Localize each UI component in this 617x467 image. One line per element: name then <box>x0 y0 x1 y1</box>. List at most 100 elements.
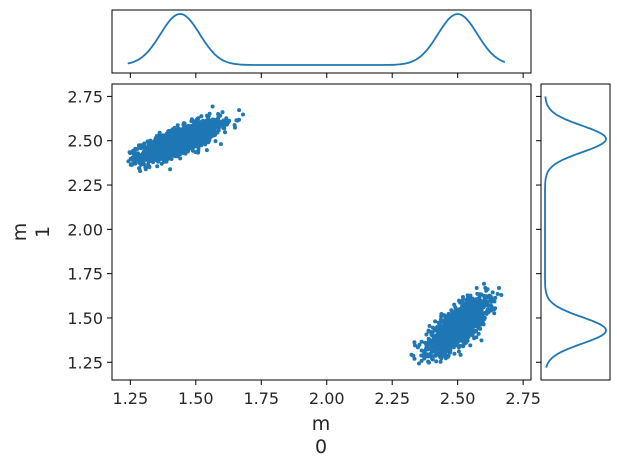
scatter-point <box>461 343 466 348</box>
scatter-point <box>438 359 443 364</box>
scatter-point <box>466 296 470 300</box>
scatter-point <box>146 157 151 161</box>
scatter-point <box>458 352 463 357</box>
scatter-point <box>188 144 193 149</box>
scatter-point <box>435 325 440 329</box>
scatter-point <box>463 326 468 331</box>
top-marginal-ticks <box>129 73 524 78</box>
scatter-point <box>213 139 218 144</box>
scatter-point <box>191 125 196 130</box>
scatter-point <box>169 157 174 161</box>
scatter-point <box>194 136 199 141</box>
y-tick-label: 1.50 <box>67 309 103 328</box>
scatter-point <box>154 158 159 163</box>
scatter-point <box>465 331 470 336</box>
scatter-point <box>458 300 463 305</box>
scatter-point <box>465 309 469 314</box>
scatter-point <box>453 341 458 346</box>
scatter-point <box>138 154 143 159</box>
scatter-point <box>419 339 424 344</box>
scatter-point <box>216 118 221 123</box>
scatter-point <box>148 144 153 149</box>
scatter-point <box>150 156 155 161</box>
x-axis-label: m 0 <box>312 413 331 458</box>
scatter-point <box>434 359 439 364</box>
scatter-point <box>200 136 205 141</box>
scatter-point <box>468 293 473 298</box>
scatter-point <box>433 319 438 324</box>
scatter-point <box>162 159 167 164</box>
scatter-point <box>169 150 174 155</box>
scatter-point <box>446 316 451 321</box>
scatter-point <box>189 119 194 124</box>
scatter-point <box>441 330 446 335</box>
scatter-point <box>436 352 441 357</box>
scatter-point <box>470 330 475 335</box>
scatter-point <box>427 324 432 328</box>
scatter-point <box>428 330 433 334</box>
scatter-point <box>441 346 446 351</box>
scatter-point <box>178 156 183 161</box>
scatter-point <box>412 356 417 361</box>
scatter-point <box>423 340 428 345</box>
scatter-point <box>497 286 501 290</box>
scatter-point <box>206 130 211 135</box>
scatter-point <box>189 136 194 141</box>
scatter-point <box>467 315 472 320</box>
scatter-point <box>462 301 466 306</box>
main-plot-frame <box>111 83 532 381</box>
scatter-point <box>143 167 148 172</box>
scatter-point <box>472 309 477 314</box>
scatter-point <box>142 157 147 162</box>
y-tick-label: 1.25 <box>67 353 103 372</box>
scatter-point <box>213 132 218 137</box>
scatter-point <box>202 128 207 133</box>
scatter-point <box>202 123 207 128</box>
scatter-point <box>177 134 182 139</box>
scatter-point <box>137 143 142 148</box>
marginal-density-x-curve <box>127 13 506 66</box>
scatter-point <box>433 336 438 341</box>
scatter-point <box>482 281 486 286</box>
scatter-point <box>155 164 160 169</box>
y-axis-label-line1: m <box>9 223 31 242</box>
scatter-point <box>133 158 138 163</box>
scatter-point <box>475 323 480 328</box>
scatter-point <box>196 116 201 121</box>
scatter-point <box>218 142 223 147</box>
scatter-point <box>153 137 158 142</box>
scatter-point <box>476 331 481 336</box>
scatter-point <box>477 308 482 313</box>
scatter-point <box>472 336 477 341</box>
scatter-point <box>144 150 149 154</box>
scatter-point <box>139 162 144 167</box>
scatter-point <box>193 142 198 146</box>
scatter-point <box>487 307 492 312</box>
scatter-point <box>424 332 429 337</box>
scatter-point <box>164 146 169 151</box>
scatter-point <box>499 293 504 297</box>
scatter-point <box>199 114 204 119</box>
scatter-point <box>463 320 468 325</box>
scatter-point <box>451 311 456 316</box>
scatter-point <box>227 118 232 123</box>
scatter-point <box>490 290 495 295</box>
scatter-point <box>160 141 165 146</box>
scatter-point <box>475 298 480 303</box>
scatter-point <box>459 320 464 325</box>
scatter-point <box>422 348 427 353</box>
scatter-point <box>207 111 212 116</box>
y-axis-label: m 1 <box>9 223 54 242</box>
scatter-point <box>447 312 452 317</box>
scatter-point <box>417 361 421 366</box>
scatter-point <box>138 169 143 173</box>
scatter-point <box>430 342 435 347</box>
scatter-point <box>458 307 463 312</box>
scatter-point <box>135 152 140 157</box>
scatter-point <box>454 319 459 324</box>
scatter-point <box>157 132 162 137</box>
scatter-point <box>168 137 173 142</box>
scatter-point <box>479 317 484 322</box>
scatter-points-layer <box>126 104 504 366</box>
scatter-point <box>147 152 152 157</box>
